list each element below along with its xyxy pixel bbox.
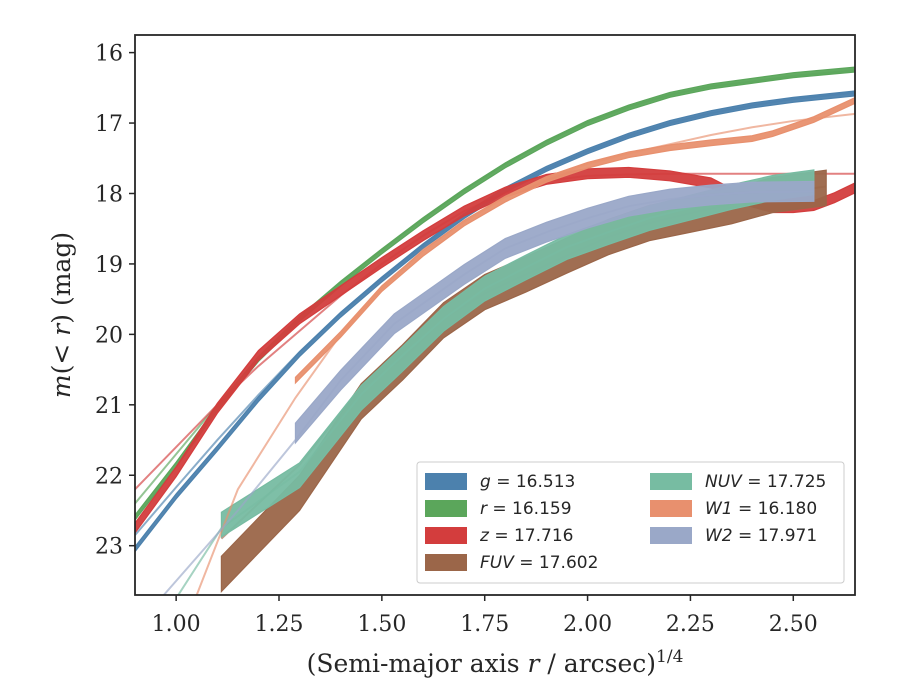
x-axis-label: (Semi-major axis r / arcsec)1/4 (307, 647, 684, 678)
legend-label-W1: W1 = 16.180 (705, 499, 817, 519)
legend-label-FUV: FUV = 17.602 (480, 553, 598, 573)
y-axis-label: m(< r) (mag) (47, 232, 76, 398)
y-tick-label: 16 (95, 42, 123, 67)
y-tick-label: 21 (95, 394, 123, 419)
series-W1 (195, 97, 855, 595)
y-axis-ticks: 16 17 18 19 20 21 22 23 (95, 42, 135, 560)
legend-label-r: r = 16.159 (480, 499, 572, 519)
x-tick-label: 2.25 (666, 612, 715, 637)
plot-frame (134, 34, 856, 596)
y-tick-label: 19 (95, 253, 123, 278)
legend-swatch-FUV (425, 554, 467, 571)
legend-swatch-NUV (650, 473, 692, 490)
y-tick-label: 23 (95, 535, 123, 560)
x-tick-label: 1.00 (152, 612, 201, 637)
data-band-FUV (220, 169, 827, 593)
legend-swatch-g (425, 473, 467, 490)
x-tick-label: 2.00 (563, 612, 612, 637)
data-band-W2 (294, 180, 815, 445)
y-tick-label: 20 (95, 323, 123, 348)
y-tick-label: 22 (95, 464, 123, 489)
x-axis-ticks: 1.00 1.25 1.50 1.75 2.00 2.25 2.50 (152, 595, 818, 637)
model-line-z (135, 172, 855, 491)
legend-swatch-z (425, 527, 467, 544)
legend: g = 16.513 r = 16.159 z = 17.716 FUV = 17.6… (416, 461, 845, 584)
y-tick-label: 18 (95, 182, 123, 207)
series-layer (135, 66, 855, 595)
x-tick-label: 1.25 (255, 612, 304, 637)
legend-swatch-W2 (650, 527, 692, 544)
legend-frame (416, 461, 845, 584)
x-tick-label: 2.50 (769, 612, 818, 637)
data-band-W1 (294, 97, 855, 385)
legend-label-z: z = 17.716 (479, 526, 573, 546)
legend-swatch-r (425, 500, 467, 517)
series-W2 (163, 180, 815, 595)
x-tick-label: 1.50 (357, 612, 406, 637)
data-band-g (135, 90, 855, 553)
x-tick-label: 1.75 (460, 612, 509, 637)
legend-label-g: g = 16.513 (480, 472, 575, 492)
legend-label-NUV: NUV = 17.725 (705, 472, 826, 492)
y-tick-label: 17 (95, 112, 123, 137)
legend-swatch-W1 (650, 500, 692, 517)
legend-label-W2: W2 = 17.971 (705, 526, 817, 546)
